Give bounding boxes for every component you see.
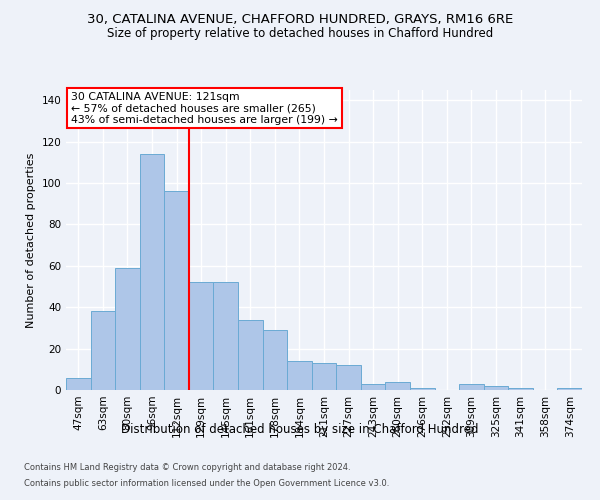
Bar: [287, 361, 312, 390]
Bar: [459, 384, 484, 390]
Text: Size of property relative to detached houses in Chafford Hundred: Size of property relative to detached ho…: [107, 28, 493, 40]
Text: Contains HM Land Registry data © Crown copyright and database right 2024.: Contains HM Land Registry data © Crown c…: [24, 464, 350, 472]
Y-axis label: Number of detached properties: Number of detached properties: [26, 152, 36, 328]
Text: 30, CATALINA AVENUE, CHAFFORD HUNDRED, GRAYS, RM16 6RE: 30, CATALINA AVENUE, CHAFFORD HUNDRED, G…: [87, 12, 513, 26]
Text: Contains public sector information licensed under the Open Government Licence v3: Contains public sector information licen…: [24, 478, 389, 488]
Bar: [484, 386, 508, 390]
Bar: [312, 363, 336, 390]
Bar: [361, 384, 385, 390]
Bar: [410, 388, 434, 390]
Bar: [508, 388, 533, 390]
Bar: [336, 365, 361, 390]
Bar: [557, 388, 582, 390]
Text: 30 CATALINA AVENUE: 121sqm
← 57% of detached houses are smaller (265)
43% of sem: 30 CATALINA AVENUE: 121sqm ← 57% of deta…: [71, 92, 338, 124]
Bar: [214, 282, 238, 390]
Bar: [164, 192, 189, 390]
Bar: [263, 330, 287, 390]
Bar: [238, 320, 263, 390]
Bar: [189, 282, 214, 390]
Text: Distribution of detached houses by size in Chafford Hundred: Distribution of detached houses by size …: [121, 422, 479, 436]
Bar: [115, 268, 140, 390]
Bar: [385, 382, 410, 390]
Bar: [140, 154, 164, 390]
Bar: [91, 312, 115, 390]
Bar: [66, 378, 91, 390]
